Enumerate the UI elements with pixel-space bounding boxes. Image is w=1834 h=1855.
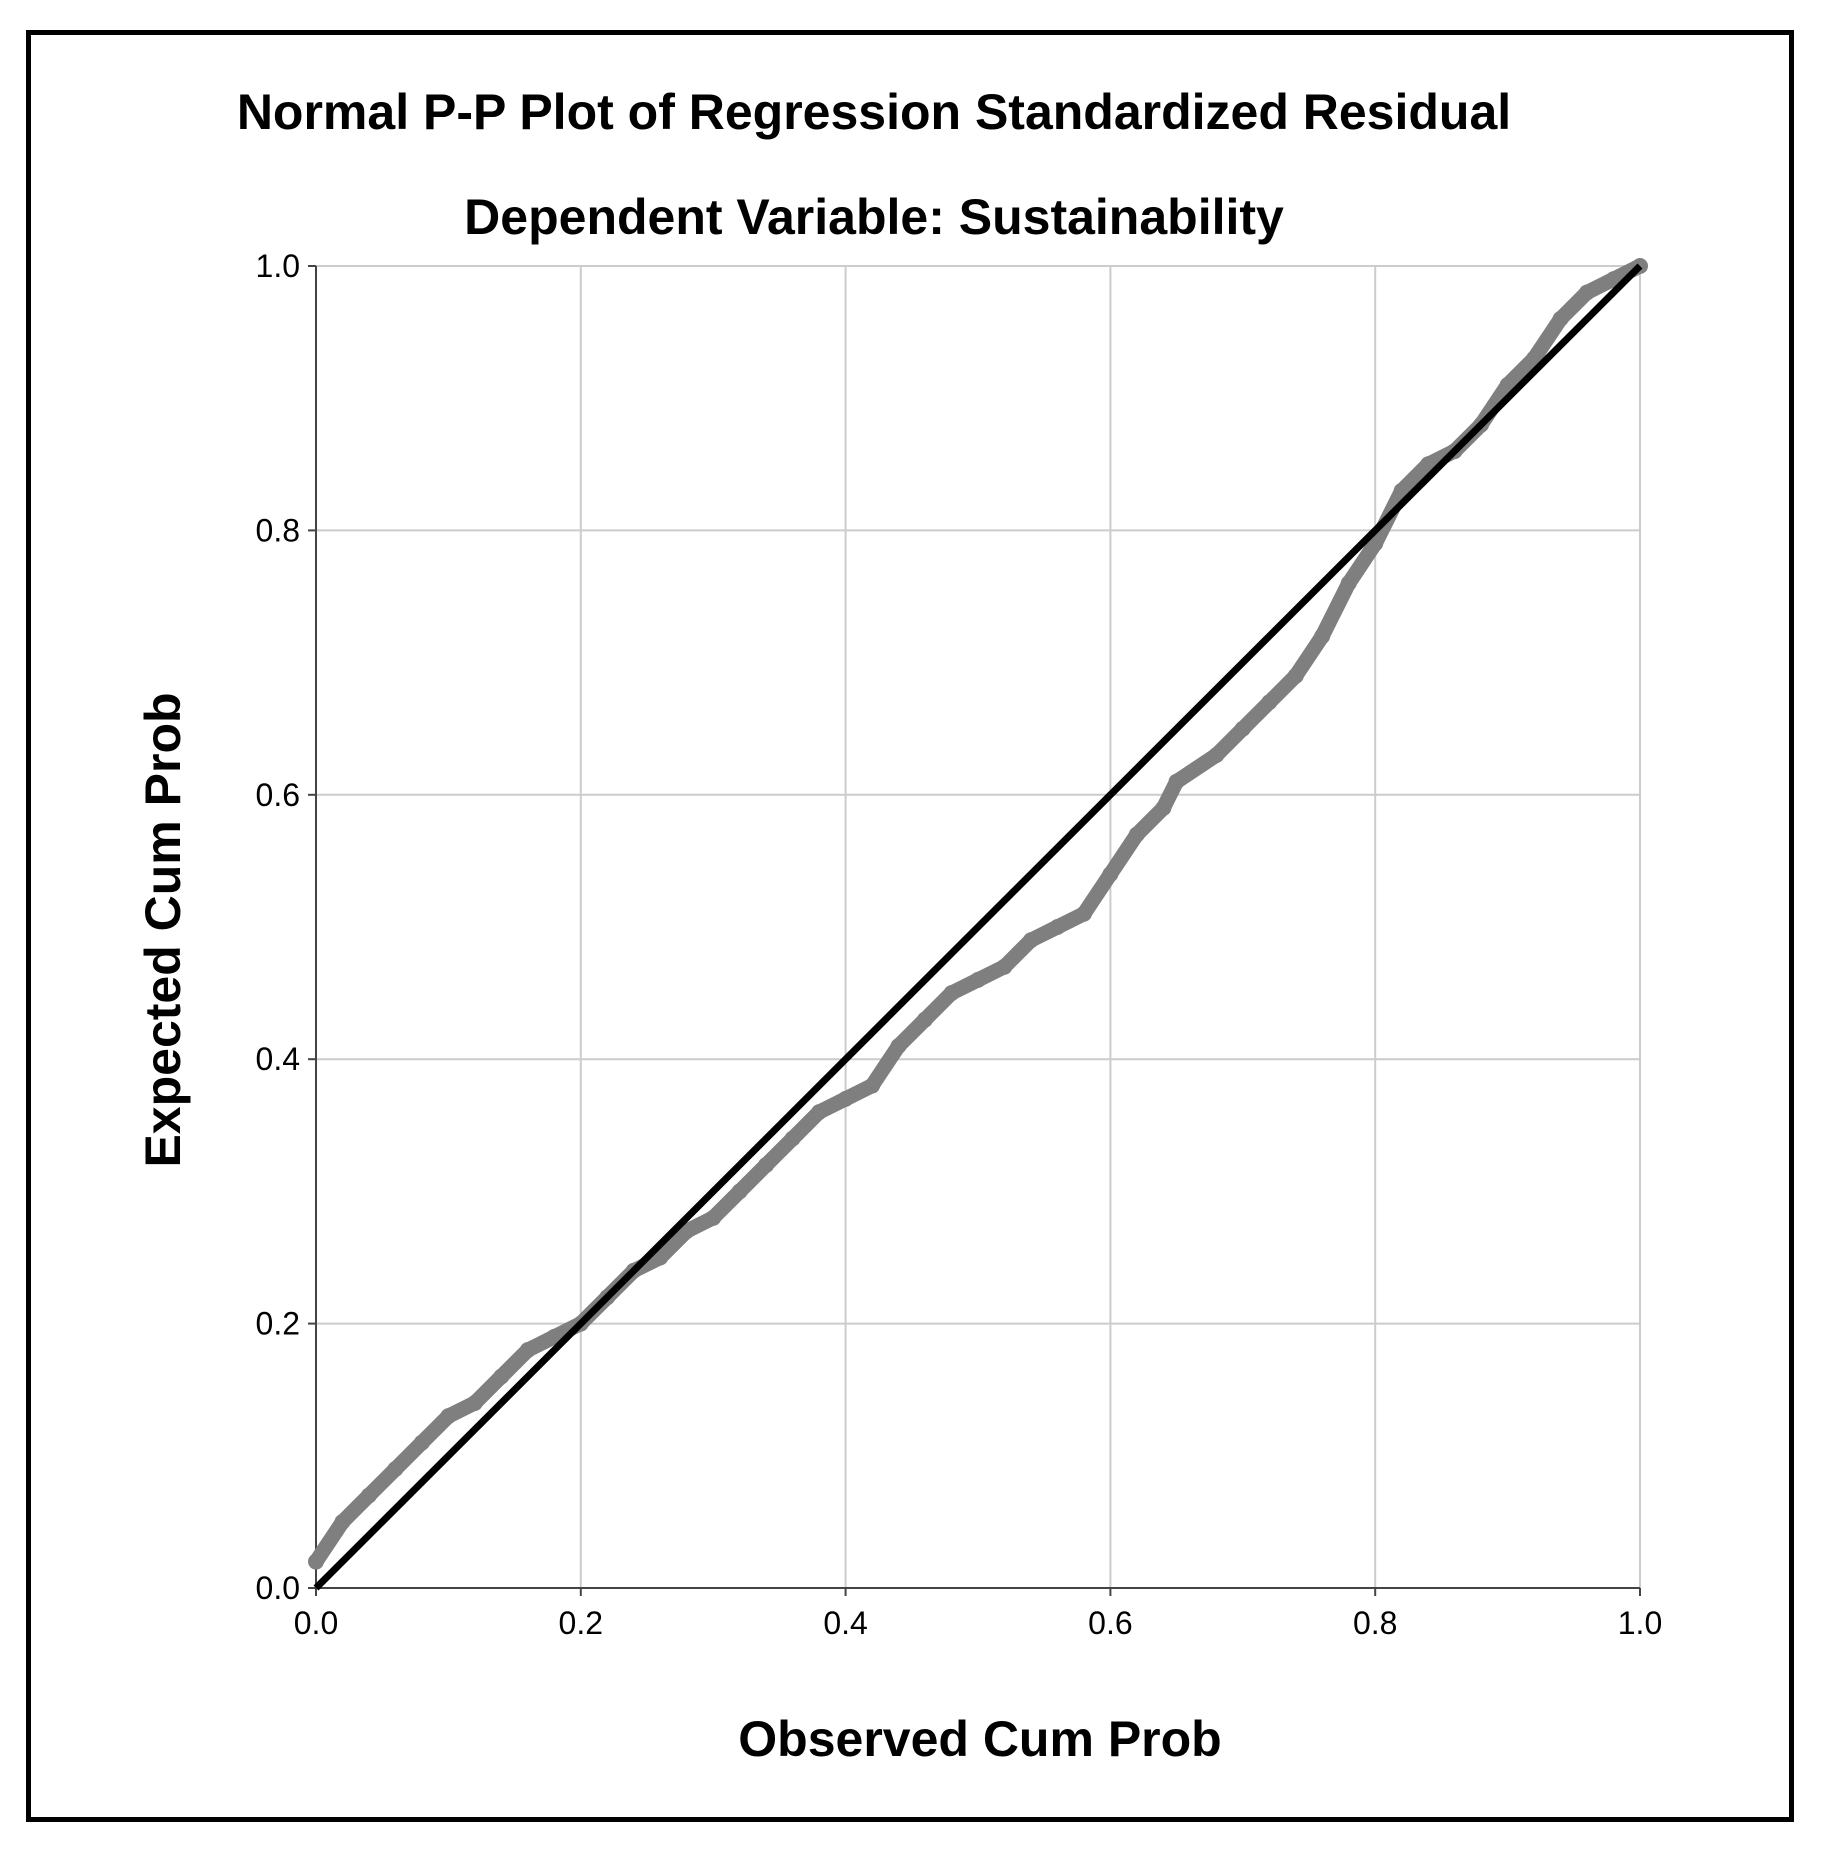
residual-point (1022, 932, 1039, 949)
residual-point (466, 1394, 483, 1411)
chart-frame (26, 30, 1794, 1822)
tick-labels: 0.0 0.2 0.4 0.6 0.8 1.0 0.0 0.2 0.4 0.6 0.8 1.0 (256, 248, 1663, 1641)
residual-point (758, 1156, 775, 1173)
residual-point (890, 1037, 907, 1054)
residual-point (1314, 628, 1331, 645)
reference-line (313, 263, 1643, 1591)
residual-point (360, 1487, 377, 1504)
residual-point (1168, 773, 1185, 790)
residual-point (970, 971, 986, 988)
y-tick-label: 0.0 (256, 1570, 300, 1606)
residual-point (652, 1249, 669, 1266)
y-tick-label: 1.0 (256, 248, 300, 284)
residual-point (1075, 905, 1092, 922)
residual-point (493, 1368, 510, 1385)
plot-series (308, 258, 1648, 1591)
residual-point (387, 1461, 404, 1478)
chart-title: Normal P-P Plot of Regression Standardiz… (237, 84, 1511, 140)
residual-point (917, 1011, 934, 1028)
residual-point (1367, 535, 1384, 552)
residual-point (678, 1223, 695, 1240)
residual-point (1393, 482, 1410, 499)
x-tick-label: 0.2 (559, 1605, 603, 1641)
residual-point (1049, 919, 1066, 935)
residual-point (943, 985, 960, 1002)
y-tick-label: 0.8 (256, 512, 300, 548)
x-tick-label: 0.0 (294, 1605, 338, 1641)
x-axis-label: Observed Cum Prob (738, 1711, 1221, 1767)
residual-point (1340, 575, 1357, 592)
residual-point (413, 1434, 430, 1451)
x-tick-label: 0.8 (1353, 1605, 1397, 1641)
residual-point (519, 1342, 536, 1359)
residual-point (864, 1077, 881, 1094)
residual-point (1499, 376, 1516, 393)
residual-point (440, 1408, 457, 1425)
y-tick-label: 0.2 (256, 1306, 300, 1342)
residual-point (1155, 800, 1172, 817)
residual-point (1287, 667, 1304, 684)
residual-point (811, 1104, 828, 1121)
residual-point (1128, 826, 1145, 843)
residual-point (1420, 456, 1437, 473)
x-tick-label: 0.4 (823, 1605, 867, 1641)
residual-point (1526, 350, 1543, 367)
y-tick-label: 0.6 (256, 777, 300, 813)
residual-point (705, 1209, 722, 1226)
axes (308, 265, 1641, 1596)
residual-point (784, 1130, 801, 1147)
residual-point (1605, 271, 1622, 288)
chart-subtitle: Dependent Variable: Sustainability (464, 189, 1284, 245)
residual-point (1579, 284, 1596, 301)
residual-point (1102, 866, 1119, 883)
x-tick-label: 1.0 (1618, 1605, 1662, 1641)
residual-point (334, 1513, 351, 1530)
residual-point (308, 1553, 324, 1570)
x-tick-label: 0.6 (1088, 1605, 1132, 1641)
residual-point (1208, 747, 1225, 764)
residual-point (1552, 310, 1569, 327)
y-axis-label: Expected Cum Prob (135, 692, 191, 1167)
residual-point (996, 958, 1013, 975)
residual-point (546, 1328, 563, 1345)
residual-point (731, 1183, 748, 1200)
y-tick-label: 0.4 (256, 1041, 300, 1077)
residual-point (837, 1090, 854, 1107)
residual-point (1261, 694, 1278, 711)
residual-point (1234, 720, 1251, 737)
grid (316, 265, 1641, 1588)
